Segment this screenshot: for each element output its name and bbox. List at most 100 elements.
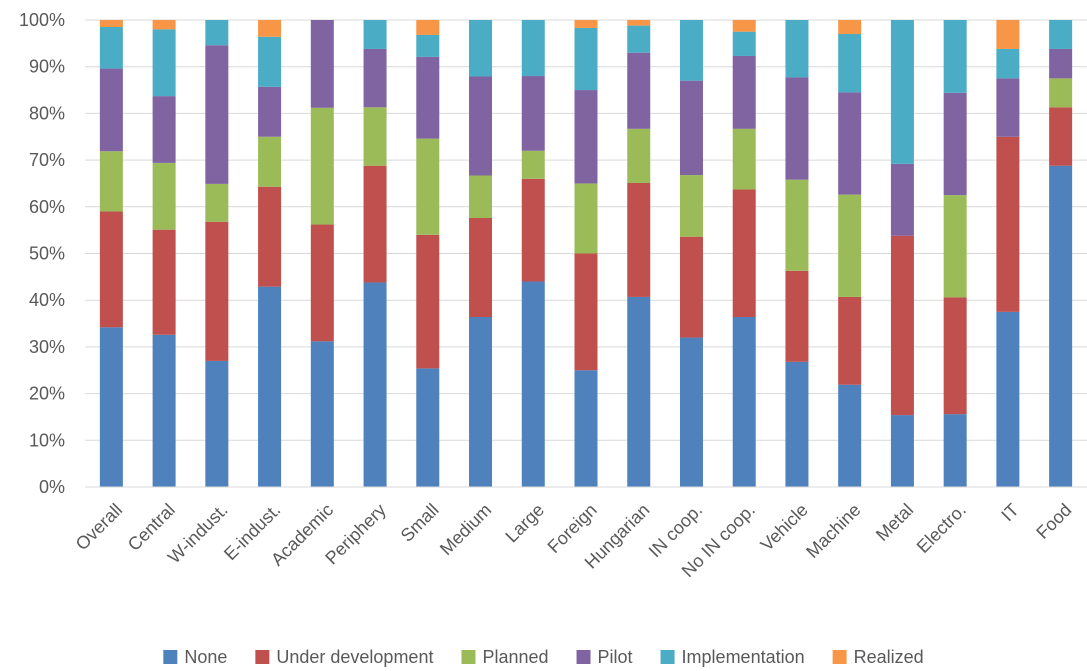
bar-segment bbox=[99, 27, 123, 69]
bar-segment bbox=[838, 194, 862, 297]
y-tick-label: 50% bbox=[29, 244, 65, 264]
bar-segment bbox=[99, 20, 123, 27]
bar-segment bbox=[258, 36, 282, 87]
bar-segment bbox=[574, 90, 598, 184]
bar-segment bbox=[310, 341, 334, 487]
bar-segment bbox=[152, 29, 176, 97]
bar-segment bbox=[943, 92, 967, 196]
y-tick-label: 30% bbox=[29, 337, 65, 357]
bar-segment bbox=[996, 78, 1020, 137]
legend-label: None bbox=[184, 647, 227, 667]
bar-segment bbox=[574, 27, 598, 91]
legend-label: Pilot bbox=[598, 647, 633, 667]
bar-segment bbox=[205, 360, 229, 487]
bar-segment bbox=[521, 150, 545, 179]
bar-segment bbox=[363, 282, 387, 487]
bar-segment bbox=[679, 80, 703, 176]
bar-segment bbox=[416, 234, 440, 369]
x-tick-label: Electro. bbox=[913, 500, 970, 557]
bar-segment bbox=[152, 334, 176, 487]
x-tick-label: Metal bbox=[872, 500, 917, 545]
bar-segment bbox=[416, 138, 440, 235]
y-tick-label: 100% bbox=[19, 10, 65, 30]
bar-segment bbox=[943, 414, 967, 487]
bar-segment bbox=[152, 162, 176, 230]
bar-segment bbox=[996, 20, 1020, 49]
x-tick-label: IT bbox=[997, 500, 1022, 525]
bar-segment bbox=[838, 92, 862, 195]
bar-segment bbox=[732, 128, 756, 190]
y-tick-label: 80% bbox=[29, 103, 65, 123]
x-tick-label: Medium bbox=[436, 500, 495, 559]
bar-segment bbox=[1049, 78, 1073, 108]
y-tick-label: 70% bbox=[29, 150, 65, 170]
bar-segment bbox=[627, 128, 651, 183]
bar-segment bbox=[732, 55, 756, 129]
y-tick-label: 40% bbox=[29, 290, 65, 310]
x-tick-label: Food bbox=[1032, 500, 1075, 543]
legend-swatch bbox=[660, 650, 675, 664]
bar-segment bbox=[258, 186, 282, 287]
y-axis-tick-labels: 0% 10% 20% 30% 40% 50% 60% 70% 80% 90% 100% bbox=[19, 10, 65, 497]
bar-segment bbox=[890, 415, 914, 487]
legend-label: Planned bbox=[482, 647, 548, 667]
bar-segment bbox=[574, 20, 598, 28]
bar-segment bbox=[1049, 20, 1073, 49]
bar-segment bbox=[627, 25, 651, 53]
bar-segment bbox=[310, 20, 334, 108]
bar-segment bbox=[627, 20, 651, 26]
y-tick-label: 20% bbox=[29, 384, 65, 404]
bar-segment bbox=[785, 20, 809, 78]
bar-segment bbox=[838, 296, 862, 385]
bar-segment bbox=[416, 368, 440, 487]
legend: None Under development Planned Pilot Impleme… bbox=[163, 647, 924, 667]
bar-segment bbox=[679, 337, 703, 487]
bar-segment bbox=[732, 189, 756, 318]
bar-segment bbox=[943, 297, 967, 415]
x-tick-label: Machine bbox=[802, 500, 864, 562]
bar-segment bbox=[838, 20, 862, 35]
bar-segment bbox=[996, 136, 1020, 312]
bar-segment bbox=[785, 270, 809, 362]
bar-segment bbox=[679, 20, 703, 81]
y-tick-label: 0% bbox=[39, 477, 65, 497]
bar-segment bbox=[679, 175, 703, 237]
bar-segment bbox=[469, 317, 493, 487]
x-tick-label: Small bbox=[397, 500, 443, 546]
legend-swatch bbox=[461, 650, 476, 664]
bar-segment bbox=[732, 317, 756, 487]
y-tick-label: 60% bbox=[29, 197, 65, 217]
bar-segment bbox=[574, 183, 598, 254]
x-tick-label: Overall bbox=[72, 500, 126, 554]
bar-segment bbox=[996, 48, 1020, 79]
bar-segment bbox=[679, 236, 703, 338]
bar-segment bbox=[258, 286, 282, 487]
legend-label: Implementation bbox=[682, 647, 805, 667]
x-tick-label: Large bbox=[501, 500, 548, 547]
bar-segment bbox=[363, 20, 387, 49]
bar-segment bbox=[785, 179, 809, 271]
bar-segment bbox=[627, 296, 651, 487]
bar-segment bbox=[890, 20, 914, 164]
bar-segment bbox=[1049, 107, 1073, 166]
bar-segment bbox=[732, 20, 756, 32]
bar-segment bbox=[996, 311, 1020, 488]
bar-segment bbox=[732, 31, 756, 56]
bar-segment bbox=[363, 165, 387, 283]
bar-segment bbox=[99, 327, 123, 487]
bar-segment bbox=[943, 20, 967, 93]
bar-segment bbox=[310, 107, 334, 225]
bar-segment bbox=[1049, 48, 1073, 79]
x-axis-tick-labels: OverallCentralW-indust.E-indust.Academic… bbox=[72, 500, 1076, 581]
bar-segment bbox=[469, 76, 493, 176]
bar-segment bbox=[890, 163, 914, 236]
bars bbox=[99, 20, 1073, 488]
bar-segment bbox=[521, 281, 545, 487]
bar-segment bbox=[205, 221, 229, 361]
bar-segment bbox=[627, 52, 651, 129]
legend-label: Under development bbox=[276, 647, 433, 667]
bar-segment bbox=[416, 34, 440, 57]
bar-segment bbox=[152, 20, 176, 30]
bar-segment bbox=[785, 77, 809, 180]
